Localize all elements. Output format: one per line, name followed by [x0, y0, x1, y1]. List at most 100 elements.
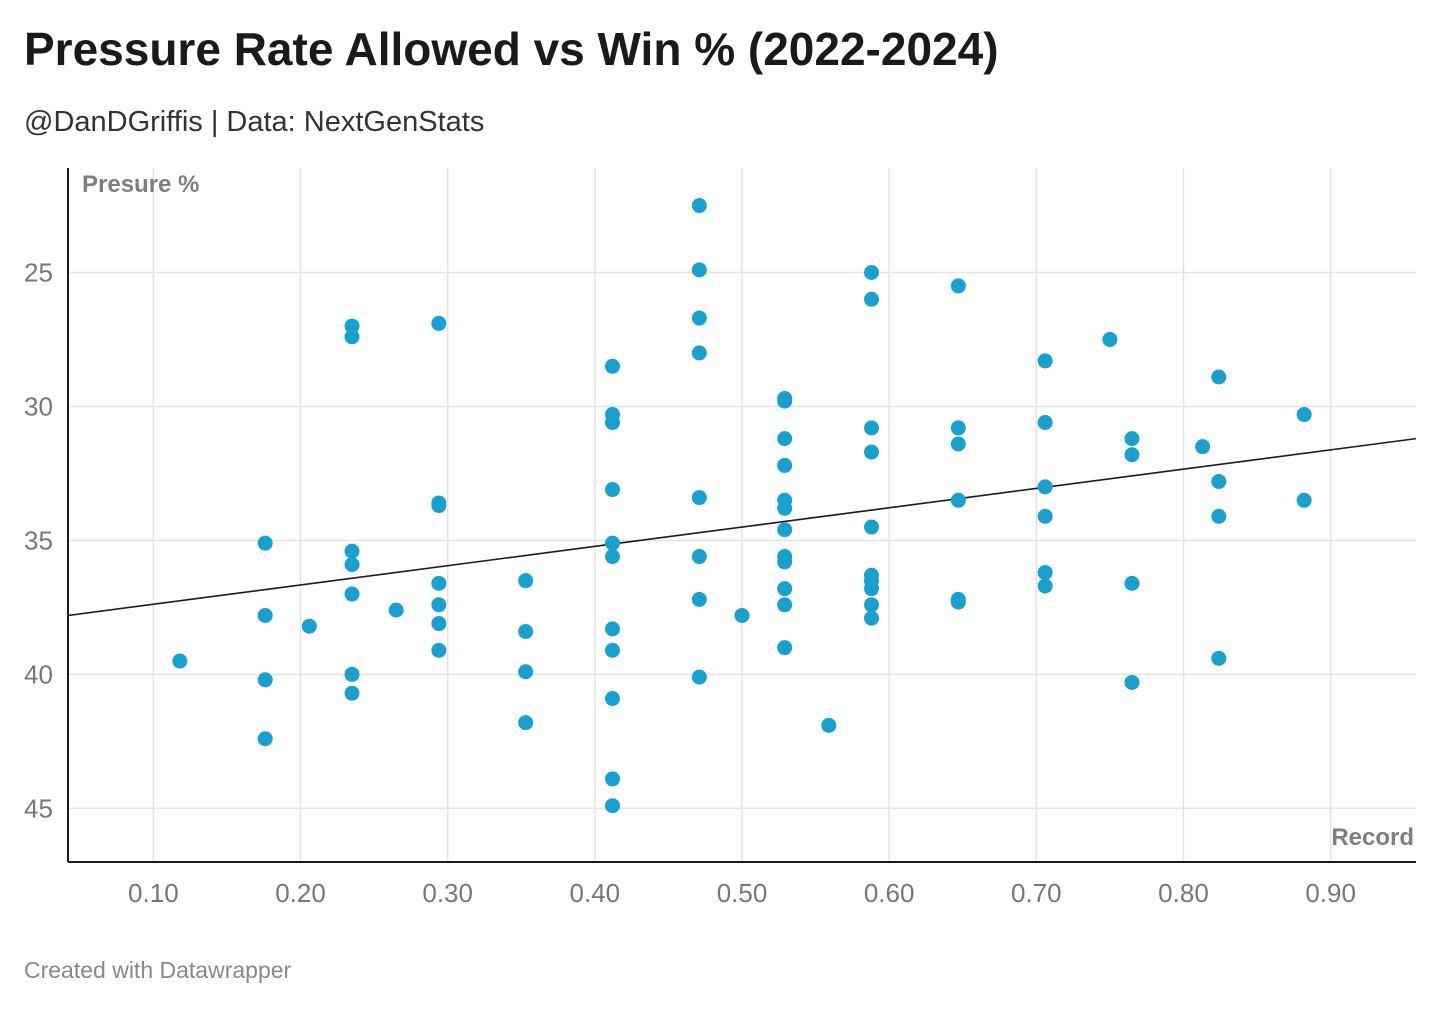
data-point[interactable] [950, 278, 966, 294]
data-point[interactable] [1037, 415, 1053, 431]
data-point[interactable] [691, 591, 707, 607]
data-point[interactable] [257, 672, 273, 688]
y-tick-label: 35 [24, 525, 53, 555]
data-point[interactable] [301, 618, 317, 634]
data-point[interactable] [777, 522, 793, 538]
data-point[interactable] [950, 492, 966, 508]
data-point[interactable] [604, 621, 620, 637]
data-point[interactable] [344, 685, 360, 701]
trendline-layer [67, 437, 1417, 617]
data-point[interactable] [604, 771, 620, 787]
data-point[interactable] [821, 717, 837, 733]
data-point[interactable] [864, 444, 880, 460]
x-tick-label: 0.30 [422, 878, 473, 908]
data-point[interactable] [172, 653, 188, 669]
data-point[interactable] [1124, 674, 1140, 690]
data-point[interactable] [1124, 447, 1140, 463]
data-point[interactable] [777, 457, 793, 473]
y-axis-label: Presure % [82, 171, 199, 198]
data-point[interactable] [950, 594, 966, 610]
x-tick-label: 0.20 [275, 878, 326, 908]
x-tick-label: 0.80 [1158, 878, 1209, 908]
data-point[interactable] [518, 624, 534, 640]
data-point[interactable] [431, 642, 447, 658]
data-point[interactable] [777, 640, 793, 656]
axis-labels: Presure % Record [82, 171, 1414, 851]
data-point[interactable] [864, 519, 880, 535]
data-point[interactable] [604, 549, 620, 565]
data-point[interactable] [1124, 431, 1140, 447]
data-point[interactable] [691, 310, 707, 326]
data-point[interactable] [344, 318, 360, 334]
data-point[interactable] [777, 597, 793, 613]
data-point[interactable] [518, 715, 534, 731]
data-point[interactable] [604, 482, 620, 498]
data-point[interactable] [257, 607, 273, 623]
data-point[interactable] [431, 575, 447, 591]
data-point[interactable] [604, 691, 620, 707]
x-axis-label: Record [1331, 824, 1414, 851]
data-point[interactable] [864, 581, 880, 597]
data-point[interactable] [864, 265, 880, 281]
data-point[interactable] [864, 291, 880, 307]
data-point[interactable] [777, 554, 793, 570]
data-point[interactable] [604, 415, 620, 431]
data-point[interactable] [691, 549, 707, 565]
data-point[interactable] [431, 315, 447, 331]
data-point[interactable] [777, 500, 793, 516]
data-point[interactable] [257, 535, 273, 551]
y-tick-label: 40 [24, 659, 53, 689]
data-point[interactable] [344, 666, 360, 682]
data-point[interactable] [257, 731, 273, 747]
data-point[interactable] [1296, 407, 1312, 423]
data-point[interactable] [950, 420, 966, 436]
data-point[interactable] [344, 557, 360, 573]
footer-credit: Created with Datawrapper [24, 957, 292, 983]
gridlines [68, 168, 1416, 862]
data-point[interactable] [1211, 369, 1227, 385]
data-point[interactable] [388, 602, 404, 618]
x-tick-label: 0.90 [1305, 878, 1356, 908]
data-point[interactable] [777, 431, 793, 447]
chart-title: Pressure Rate Allowed vs Win % (2022-202… [24, 23, 999, 75]
data-point[interactable] [691, 669, 707, 685]
y-tick-label: 45 [24, 793, 53, 823]
data-point[interactable] [431, 616, 447, 632]
data-point[interactable] [950, 436, 966, 452]
data-point[interactable] [604, 535, 620, 551]
data-point[interactable] [691, 490, 707, 506]
data-point[interactable] [691, 262, 707, 278]
data-point[interactable] [864, 597, 880, 613]
data-point[interactable] [1037, 578, 1053, 594]
data-point[interactable] [1037, 508, 1053, 524]
data-point[interactable] [1037, 353, 1053, 369]
data-point[interactable] [518, 664, 534, 680]
data-point[interactable] [1102, 331, 1118, 347]
data-point[interactable] [1211, 650, 1227, 666]
data-point[interactable] [604, 358, 620, 374]
data-point[interactable] [344, 586, 360, 602]
data-point[interactable] [1211, 508, 1227, 524]
chart-subtitle: @DanDGriffis | Data: NextGenStats [24, 106, 485, 138]
data-point[interactable] [691, 345, 707, 361]
data-point[interactable] [1124, 575, 1140, 591]
data-point[interactable] [691, 198, 707, 214]
data-point[interactable] [734, 607, 750, 623]
data-point[interactable] [864, 420, 880, 436]
data-point[interactable] [1296, 492, 1312, 508]
data-point[interactable] [431, 498, 447, 514]
data-point[interactable] [864, 610, 880, 626]
data-point[interactable] [1211, 474, 1227, 490]
data-point[interactable] [777, 581, 793, 597]
data-point[interactable] [344, 543, 360, 559]
data-point[interactable] [431, 597, 447, 613]
data-point[interactable] [604, 642, 620, 658]
data-point[interactable] [1195, 439, 1211, 455]
data-point[interactable] [1037, 479, 1053, 495]
data-point[interactable] [777, 393, 793, 409]
data-point[interactable] [1037, 565, 1053, 581]
data-point[interactable] [344, 329, 360, 345]
data-point[interactable] [518, 573, 534, 589]
data-point[interactable] [604, 798, 620, 814]
